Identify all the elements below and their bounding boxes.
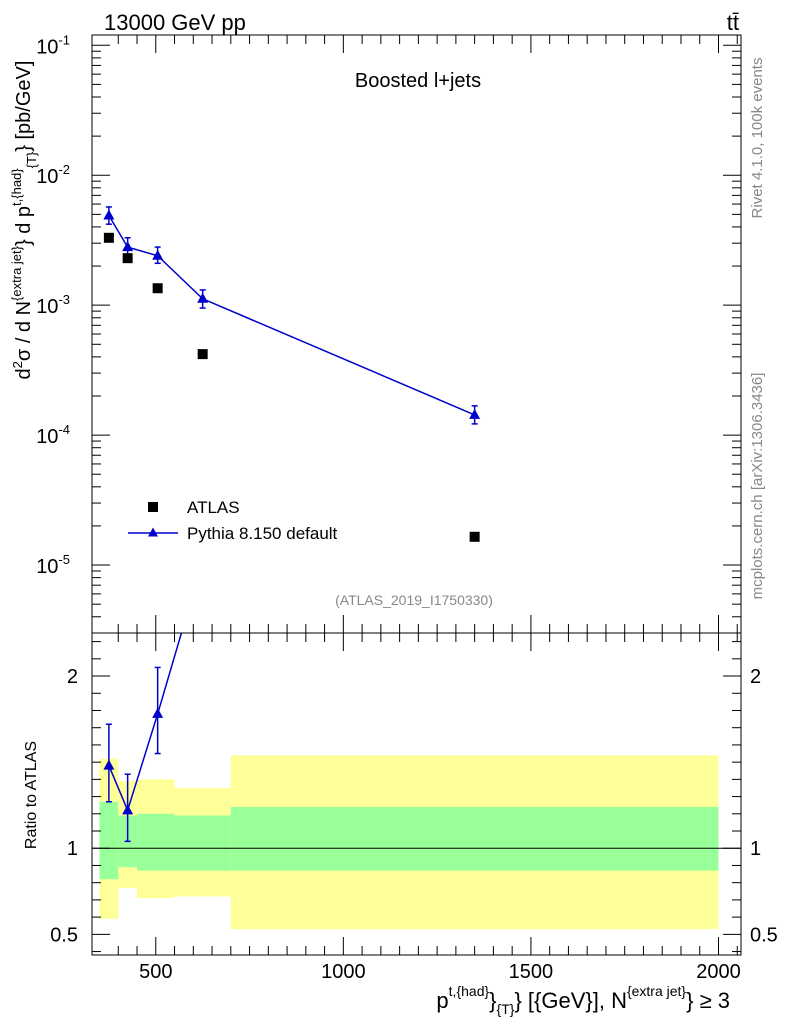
main-y-axis-label: d2σ / d N{extra jet}} d pt,{had}{T}} [pb… [9,61,39,380]
ratio-frame [91,632,742,956]
ratio-uncertainty-bands [99,755,719,930]
ratio-panel: 0.5 0.5 1 1 2 2 500 1000 1500 2000 Ratio to ATLA… [23,632,778,1017]
mc-series-points [103,206,481,425]
legend-mc-label: Pythia 8.150 default [187,524,338,543]
energy-label: 13000 GeV pp [104,10,246,35]
svg-text:d2σ / d N{extra jet}} d pt,{: d2σ / d N{extra jet}} d pt,{had}{T}} [pb… [9,61,39,380]
ratio-y-tick-label-right: 0.5 [750,924,778,946]
ratio-y-tick-label-right: 1 [750,838,761,860]
mc-point [469,408,481,419]
ratio-y-tick-label: 0.5 [50,924,78,946]
x-tick-labels: 500 1000 1500 2000 [139,961,741,983]
data-point [103,232,114,243]
x-axis-label: pt,{had}}{T}} [{GeV}], N{extra jet}} ≥ 3 [436,983,730,1017]
x-tick-label: 1000 [321,961,366,983]
main-ticks [92,35,741,634]
mc-point [103,209,115,220]
rivet-label: Rivet 4.1.0, 100k events [749,58,766,219]
process-label: tt̄ [727,10,739,35]
x-tick-label: 2000 [696,961,741,983]
main-y-tick-labels: 10-5 10-4 10-3 10-2 10-1 [36,32,70,578]
mc-point [197,292,209,303]
ratio-mc-line [108,633,183,813]
ratio-inner-band [174,815,231,871]
mc-point [122,241,134,252]
ratio-inner-band [99,801,119,880]
ratio-y-axis-label: Ratio to ATLAS [23,741,40,849]
main-panel: 10-5 10-4 10-3 10-2 10-1 Boosted l+jets (ATL… [9,32,742,634]
ratio-mc-series [103,633,183,843]
main-y-tick-label: 10-2 [36,162,70,188]
ratio-mc-point [103,759,115,770]
ratio-y-tick-label: 1 [67,838,78,860]
data-point [122,253,133,264]
data-point [197,349,208,360]
main-y-tick-label: 10-1 [36,32,70,58]
analysis-watermark: (ATLAS_2019_I1750330) [335,592,493,608]
data-series-points [103,232,480,542]
ratio-y-tick-labels: 0.5 0.5 1 1 2 2 [50,666,778,946]
x-tick-label: 500 [139,961,172,983]
legend-mc-marker [148,527,158,537]
legend-data-label: ATLAS [187,498,240,517]
legend: ATLAS Pythia 8.150 default [128,498,338,543]
ratio-mc-point [122,804,134,815]
ratio-mc-clipped [103,633,183,843]
legend-data-marker [148,502,158,512]
data-point [152,283,163,294]
ratio-inner-band [230,806,719,871]
ratio-mc-point [152,707,164,718]
x-tick-label: 1500 [509,961,554,983]
main-y-tick-label: 10-5 [36,552,70,578]
ratio-y-axis-label-text: Ratio to ATLAS [23,741,40,849]
main-y-tick-label: 10-4 [36,422,70,448]
data-point [469,531,480,542]
main-y-tick-label: 10-3 [36,292,70,318]
plot-title: Boosted l+jets [355,70,481,92]
ratio-y-tick-label-right: 2 [750,666,761,688]
mcplots-label: mcplots.cern.ch [arXiv:1306.3436] [749,373,766,600]
ratio-y-tick-label: 2 [67,666,78,688]
ratio-inner-band [137,813,175,871]
mc-point [152,249,164,260]
ratio-ticks [92,633,741,955]
